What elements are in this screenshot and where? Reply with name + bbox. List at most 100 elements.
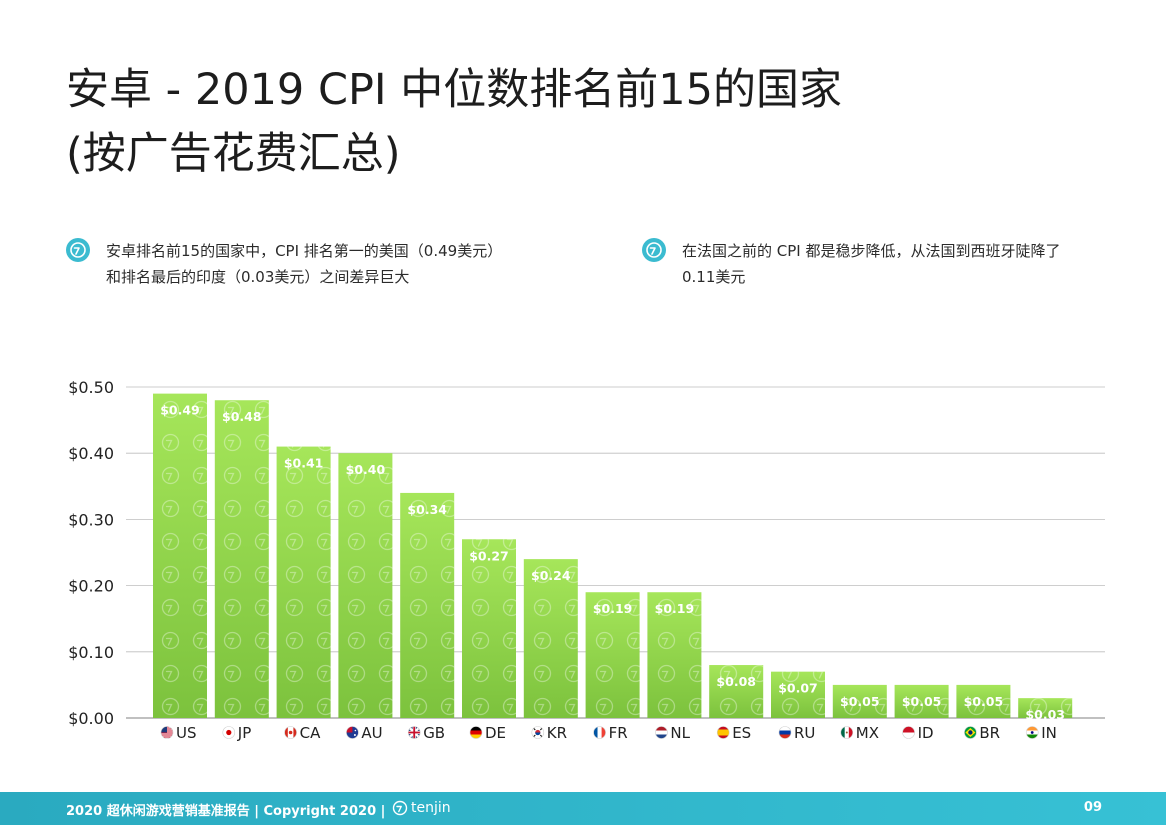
- mx-flag-icon: [840, 726, 854, 739]
- in-flag-icon: [1025, 726, 1039, 739]
- x-tick-label: ES: [732, 724, 751, 742]
- ca-flag-icon: [284, 726, 297, 739]
- us-flag-icon: [160, 726, 174, 739]
- y-tick-label: $0.10: [68, 643, 114, 662]
- x-tick-label: IN: [1041, 724, 1057, 742]
- tenjin-logo-icon: [642, 238, 666, 262]
- gb-flag-icon: [407, 726, 421, 739]
- bar-value-label: $0.48: [222, 409, 262, 424]
- ru-flag-icon: [778, 726, 792, 739]
- x-tick-label: FR: [609, 724, 628, 742]
- bar-pattern: [894, 684, 949, 718]
- bar-value-label: $0.40: [346, 462, 386, 477]
- x-tick-label: AU: [361, 724, 382, 742]
- bar-value-label: $0.05: [902, 694, 942, 709]
- bar-de: $0.27: [462, 539, 516, 718]
- bar-nl: $0.19: [647, 592, 702, 718]
- bar-au: $0.40: [338, 453, 393, 718]
- bar-pattern: [647, 592, 702, 718]
- x-axis-label-nl: NL: [655, 724, 691, 742]
- bar-pattern: [771, 671, 825, 718]
- bar-mx: $0.05: [832, 684, 887, 718]
- x-tick-label: NL: [670, 724, 690, 742]
- footer-brand: tenjin: [392, 799, 451, 817]
- y-tick-label: $0.30: [68, 510, 114, 529]
- x-axis-label-kr: KR: [531, 724, 567, 742]
- bar-es: $0.08: [709, 665, 764, 718]
- au-flag-icon: [346, 726, 359, 739]
- bar-value-label: $0.24: [531, 568, 571, 583]
- bullet-point-1: 安卓排名前15的国家中，CPI 排名第一的美国（0.49美元）和排名最后的印度（…: [66, 238, 506, 290]
- bullet-text: 安卓排名前15的国家中，CPI 排名第一的美国（0.49美元）和排名最后的印度（…: [106, 242, 503, 286]
- bullet-text: 在法国之前的 CPI 都是稳步降低，从法国到西班牙陡降了0.11美元: [682, 242, 1061, 286]
- x-tick-label: US: [176, 724, 197, 742]
- tenjin-logo-icon: [66, 238, 90, 262]
- bar-value-label: $0.34: [407, 502, 447, 517]
- x-axis-label-us: US: [160, 724, 197, 742]
- x-tick-label: BR: [979, 724, 1000, 742]
- x-axis-label-de: DE: [469, 724, 506, 742]
- x-axis-label-jp: JP: [222, 724, 251, 742]
- bar-pattern: [523, 559, 578, 718]
- bar-pattern: [709, 665, 764, 718]
- bar-value-label: $0.07: [778, 681, 818, 696]
- bar-chart: $0.00 $0.10 $0.20 $0.30 $0.40 $0.50 $0.49 $0.48…: [68, 378, 1105, 742]
- bar-pattern: [400, 492, 455, 718]
- x-axis-label-ca: CA: [284, 724, 321, 742]
- x-tick-label: MX: [856, 724, 879, 742]
- es-flag-icon: [716, 726, 730, 739]
- jp-flag-icon: [222, 726, 236, 739]
- bar-pattern: [338, 453, 393, 718]
- bar-value-label: $0.08: [716, 674, 756, 689]
- page-title-line-2: (按广告花费汇总): [66, 129, 401, 179]
- de-flag-icon: [469, 726, 483, 739]
- x-tick-label: KR: [547, 724, 567, 742]
- bar-value-label: $0.19: [593, 601, 633, 616]
- x-axis-label-br: BR: [964, 724, 1000, 742]
- x-axis-label-fr: FR: [593, 724, 628, 742]
- footer: 2020 超休闲游戏营销基准报告 | Copyright 2020 | tenj…: [0, 792, 1166, 825]
- bar-pattern: [956, 684, 1011, 718]
- x-axis-label-ru: RU: [778, 724, 815, 742]
- y-tick-label: $0.50: [68, 378, 114, 397]
- x-axis-label-gb: GB: [407, 724, 445, 742]
- x-tick-label: GB: [423, 724, 445, 742]
- x-axis-label-id: ID: [902, 724, 934, 742]
- bar-value-label: $0.41: [284, 456, 324, 471]
- bar-value-label: $0.05: [964, 694, 1004, 709]
- footer-brand-text: tenjin: [411, 800, 451, 816]
- bar-gb: $0.34: [400, 492, 455, 718]
- bar-kr: $0.24: [523, 559, 578, 718]
- footer-text: 2020 超休闲游戏营销基准报告 | Copyright 2020 |: [66, 804, 386, 819]
- x-axis-label-es: ES: [716, 724, 751, 742]
- bar-br: $0.05: [956, 684, 1011, 718]
- bar-pattern: [153, 393, 207, 718]
- kr-flag-icon: [531, 726, 545, 739]
- bar-value-label: $0.19: [655, 601, 695, 616]
- y-tick-label: $0.40: [68, 444, 114, 463]
- page-title-line-1: 安卓 - 2019 CPI 中位数排名前15的国家: [66, 65, 842, 115]
- page-title: 安卓 - 2019 CPI 中位数排名前15的国家 (按广告花费汇总): [66, 58, 1066, 186]
- x-tick-label: JP: [237, 724, 251, 742]
- bar-ru: $0.07: [771, 671, 825, 718]
- x-axis-label-mx: MX: [840, 724, 879, 742]
- bar-us: $0.49: [153, 393, 207, 718]
- bar-ca: $0.41: [276, 446, 331, 718]
- x-tick-label: DE: [485, 724, 506, 742]
- page-number: 09: [1083, 800, 1102, 815]
- bar-value-label: $0.03: [1025, 707, 1065, 722]
- bar-jp: $0.48: [214, 400, 269, 718]
- bar-pattern: [214, 400, 269, 718]
- br-flag-icon: [964, 726, 977, 739]
- bar-value-label: $0.05: [840, 694, 880, 709]
- tenjin-logo-icon: [392, 800, 408, 816]
- bar-value-label: $0.27: [469, 548, 509, 563]
- bar-fr: $0.19: [585, 592, 640, 718]
- fr-flag-icon: [593, 726, 606, 739]
- id-flag-icon: [902, 726, 915, 739]
- bar-pattern: [585, 592, 640, 718]
- x-tick-label: RU: [794, 724, 815, 742]
- bar-id: $0.05: [894, 684, 949, 718]
- x-axis-label-in: IN: [1025, 724, 1057, 742]
- bar-pattern: [462, 539, 516, 718]
